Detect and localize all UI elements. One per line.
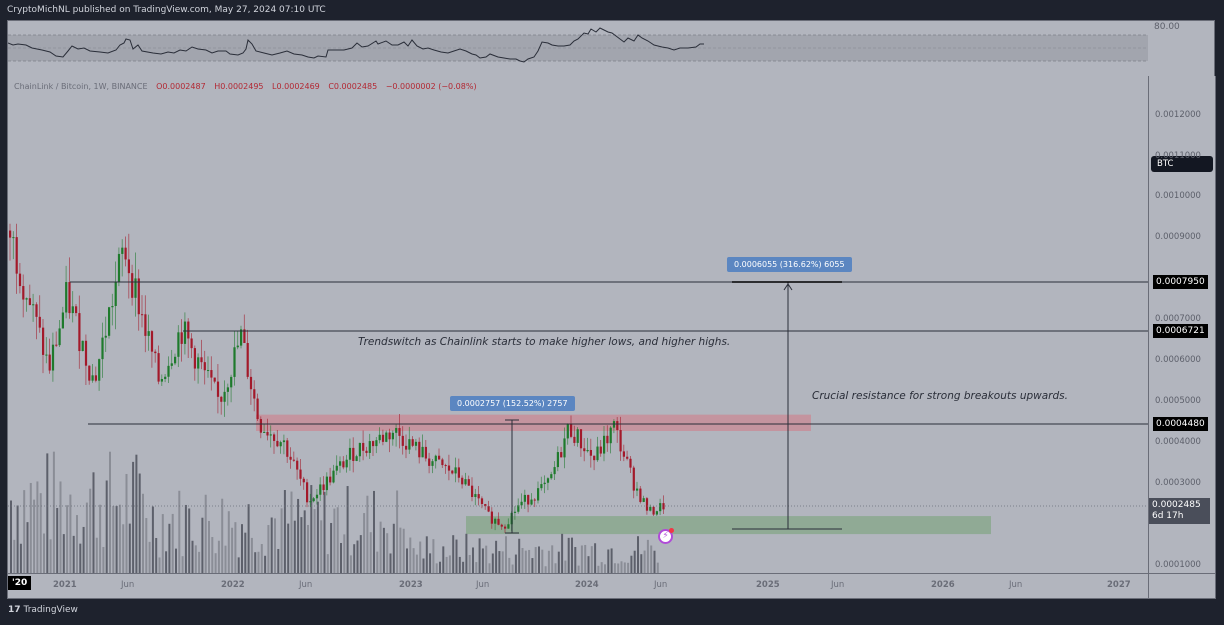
publisher-line: CryptoMichNL published on TradingView.co… [7, 5, 326, 15]
rsi-line [8, 27, 1148, 63]
main-chart-pane[interactable] [7, 76, 1149, 574]
alert-dot-icon [669, 528, 674, 533]
price-tick: 0.0003000 [1155, 478, 1201, 488]
rsi-pane [7, 20, 1149, 77]
time-tick: Jun [1009, 580, 1023, 590]
time-tick: Jun [831, 580, 845, 590]
time-tick: 2026 [931, 580, 955, 590]
change-value: −0.0000002 (−0.08%) [385, 82, 477, 91]
time-tick: 2024 [575, 580, 599, 590]
time-axis-start-label: '20 [8, 576, 32, 590]
time-tick: Jun [121, 580, 135, 590]
level-price-label: 0.0004480 [1153, 417, 1208, 431]
high-value: H0.0002495 [214, 82, 264, 91]
open-value: O0.0002487 [156, 82, 206, 91]
symbol-legend: ChainLink / Bitcoin, 1W, BINANCE O0.0002… [14, 82, 477, 91]
time-tick: 2025 [756, 580, 780, 590]
measure-label-large[interactable]: 0.0006055 (316.62%) 6055 [727, 257, 852, 272]
price-tick: 0.0005000 [1155, 396, 1201, 406]
rsi-axis-label: 80.00 [1154, 22, 1180, 32]
level-price-label: 0.0006721 [1153, 324, 1208, 338]
level-price-label: 0.0007950 [1153, 275, 1208, 289]
price-axis[interactable]: BTC 0.0012000 0.0011000 0.0010000 0.0009000… [1148, 76, 1216, 573]
bar-countdown: 6d 17h [1152, 511, 1184, 521]
time-tick: 2027 [1107, 580, 1131, 590]
time-tick: 2022 [221, 580, 245, 590]
tradingview-logo[interactable]: 17 TradingView [8, 605, 78, 615]
price-tick: 0.0004000 [1155, 437, 1201, 447]
time-tick: Jun [476, 580, 490, 590]
price-tick: 0.0001000 [1155, 560, 1201, 570]
time-tick: 2023 [399, 580, 423, 590]
current-price-label: 0.0002485 6d 17h [1149, 498, 1210, 524]
tv-logo-icon: 17 [8, 605, 21, 615]
candlestick-chart[interactable] [8, 76, 1148, 573]
time-axis[interactable]: '20 2021 Jun 2022 Jun 2023 Jun 2024 Jun 2025 Jun 2… [7, 573, 1149, 599]
time-tick: 2021 [53, 580, 77, 590]
price-tick: 0.0009000 [1155, 232, 1201, 242]
price-tick: 0.0012000 [1155, 110, 1201, 120]
time-tick: Jun [299, 580, 313, 590]
low-value: L0.0002469 [272, 82, 320, 91]
brand-name: TradingView [23, 605, 78, 615]
currency-button[interactable]: BTC [1151, 156, 1213, 172]
resistance-note[interactable]: Crucial resistance for strong breakouts … [812, 390, 1068, 402]
price-tick: 0.0007000 [1155, 314, 1201, 324]
axis-corner [1148, 573, 1216, 599]
alert-lightning-icon[interactable]: ⚡ [658, 528, 674, 544]
rsi-axis: 80.00 [1148, 20, 1215, 77]
price-tick: 0.0006000 [1155, 355, 1201, 365]
trend-note[interactable]: Trendswitch as Chainlink starts to make … [358, 336, 731, 348]
price-tick: 0.0011000 [1155, 151, 1201, 161]
measure-label-small[interactable]: 0.0002757 (152.52%) 2757 [450, 396, 575, 411]
close-value: C0.0002485 [328, 82, 378, 91]
current-price: 0.0002485 [1152, 500, 1201, 510]
price-tick: 0.0010000 [1155, 191, 1201, 201]
symbol-name: ChainLink / Bitcoin, 1W, BINANCE [14, 82, 148, 91]
time-tick: Jun [654, 580, 668, 590]
